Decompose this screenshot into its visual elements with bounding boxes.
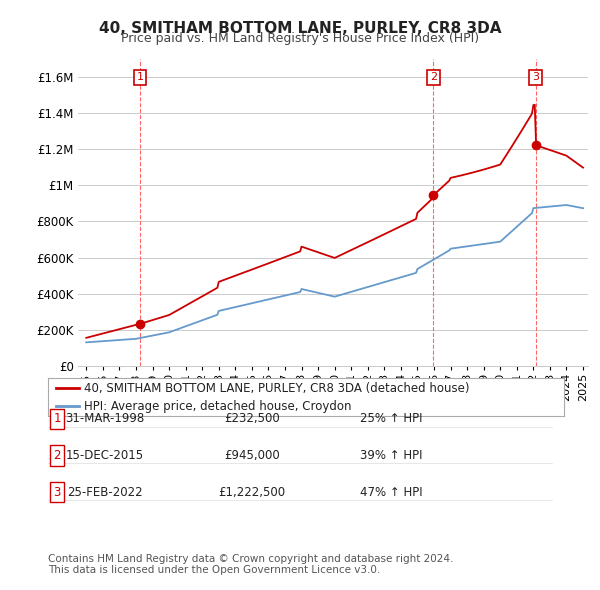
Text: 25-FEB-2022: 25-FEB-2022 [67,486,143,499]
Text: 2: 2 [430,73,437,83]
Text: 1: 1 [53,412,61,425]
Text: 40, SMITHAM BOTTOM LANE, PURLEY, CR8 3DA: 40, SMITHAM BOTTOM LANE, PURLEY, CR8 3DA [99,21,501,35]
Text: £945,000: £945,000 [224,449,280,462]
Text: 3: 3 [53,486,61,499]
Text: £232,500: £232,500 [224,412,280,425]
Text: 25% ↑ HPI: 25% ↑ HPI [360,412,422,425]
Text: £1,222,500: £1,222,500 [218,486,286,499]
Text: Price paid vs. HM Land Registry's House Price Index (HPI): Price paid vs. HM Land Registry's House … [121,32,479,45]
Text: 1: 1 [137,73,143,83]
Text: 31-MAR-1998: 31-MAR-1998 [65,412,145,425]
Text: 3: 3 [532,73,539,83]
Text: 39% ↑ HPI: 39% ↑ HPI [360,449,422,462]
Text: Contains HM Land Registry data © Crown copyright and database right 2024.
This d: Contains HM Land Registry data © Crown c… [48,553,454,575]
Text: 15-DEC-2015: 15-DEC-2015 [66,449,144,462]
Text: HPI: Average price, detached house, Croydon: HPI: Average price, detached house, Croy… [84,400,352,413]
Text: 2: 2 [53,449,61,462]
Text: 47% ↑ HPI: 47% ↑ HPI [360,486,422,499]
Text: 40, SMITHAM BOTTOM LANE, PURLEY, CR8 3DA (detached house): 40, SMITHAM BOTTOM LANE, PURLEY, CR8 3DA… [84,382,470,395]
